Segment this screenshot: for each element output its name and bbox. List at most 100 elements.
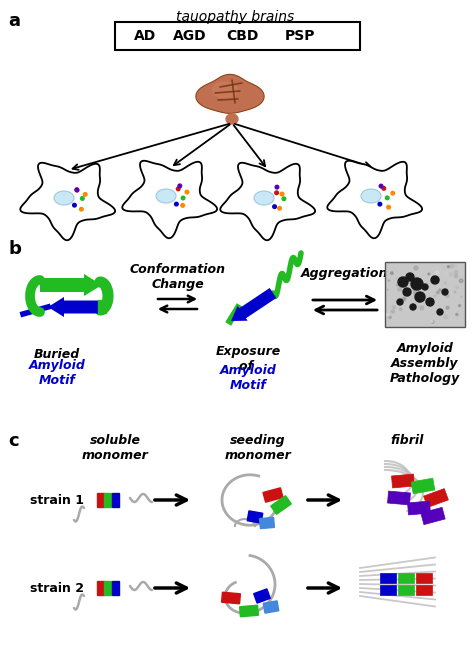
Bar: [112, 581, 119, 595]
Bar: [263, 601, 279, 613]
Circle shape: [275, 185, 279, 189]
Circle shape: [417, 298, 421, 302]
Circle shape: [426, 298, 434, 306]
Circle shape: [437, 291, 439, 294]
Circle shape: [75, 188, 79, 192]
Bar: [398, 573, 414, 583]
Circle shape: [391, 285, 393, 287]
Circle shape: [403, 288, 411, 296]
Circle shape: [378, 203, 382, 206]
Text: Amyloid
Motif: Amyloid Motif: [28, 359, 85, 387]
Text: a: a: [8, 12, 20, 30]
Polygon shape: [327, 160, 422, 238]
Text: Exposure
of: Exposure of: [215, 345, 281, 373]
Circle shape: [453, 303, 456, 307]
Text: CBD: CBD: [226, 29, 258, 43]
Circle shape: [431, 276, 439, 284]
Text: strain 2: strain 2: [30, 582, 84, 595]
Circle shape: [80, 208, 83, 211]
Circle shape: [422, 284, 428, 290]
Circle shape: [449, 272, 453, 276]
Bar: [411, 478, 435, 494]
Bar: [424, 488, 448, 507]
Polygon shape: [20, 163, 115, 240]
Circle shape: [431, 320, 433, 322]
Ellipse shape: [212, 82, 237, 98]
Circle shape: [456, 313, 458, 316]
Circle shape: [278, 206, 281, 210]
Bar: [97, 493, 104, 507]
Circle shape: [174, 203, 178, 206]
Circle shape: [446, 294, 449, 298]
Bar: [263, 488, 283, 502]
Circle shape: [455, 270, 458, 274]
Bar: [115, 22, 360, 50]
Text: Buried: Buried: [34, 348, 80, 361]
Bar: [239, 605, 258, 617]
Circle shape: [392, 306, 396, 309]
Bar: [380, 585, 396, 595]
Text: tauopathy brains: tauopathy brains: [176, 10, 294, 24]
Text: Conformation
Change: Conformation Change: [130, 263, 226, 291]
Circle shape: [387, 205, 391, 209]
Ellipse shape: [156, 189, 176, 203]
Circle shape: [413, 288, 416, 291]
Circle shape: [396, 284, 398, 286]
Circle shape: [410, 304, 416, 310]
Bar: [388, 491, 410, 505]
Ellipse shape: [226, 114, 238, 124]
Circle shape: [185, 190, 189, 194]
Circle shape: [176, 187, 180, 191]
Circle shape: [181, 196, 185, 200]
Circle shape: [411, 278, 423, 290]
Circle shape: [413, 291, 417, 295]
Circle shape: [456, 286, 458, 289]
Text: Amyloid
Assembly
Pathology: Amyloid Assembly Pathology: [390, 342, 460, 385]
Text: strain 1: strain 1: [30, 494, 84, 507]
Circle shape: [406, 293, 409, 296]
Circle shape: [401, 285, 402, 287]
Circle shape: [282, 197, 286, 201]
FancyArrow shape: [40, 274, 102, 296]
Polygon shape: [220, 163, 315, 240]
Circle shape: [280, 192, 284, 196]
Circle shape: [451, 292, 452, 294]
Text: AGD: AGD: [173, 29, 207, 43]
Circle shape: [402, 298, 406, 301]
Circle shape: [385, 196, 389, 200]
Circle shape: [439, 289, 441, 291]
Circle shape: [410, 278, 411, 280]
Bar: [254, 589, 270, 603]
Bar: [392, 474, 414, 488]
Circle shape: [455, 274, 458, 278]
Text: soluble
monomer: soluble monomer: [82, 434, 148, 462]
Bar: [380, 573, 396, 583]
Circle shape: [275, 191, 278, 195]
Circle shape: [428, 273, 430, 275]
Circle shape: [400, 308, 402, 311]
Circle shape: [83, 193, 87, 196]
Circle shape: [415, 292, 425, 302]
Polygon shape: [196, 74, 264, 113]
Bar: [247, 511, 263, 523]
Circle shape: [387, 314, 389, 316]
Circle shape: [379, 184, 383, 188]
Circle shape: [450, 265, 454, 268]
Circle shape: [431, 307, 434, 310]
Circle shape: [448, 302, 450, 303]
Ellipse shape: [361, 189, 381, 203]
Bar: [398, 585, 414, 595]
Circle shape: [414, 266, 418, 270]
Circle shape: [455, 292, 456, 293]
Circle shape: [388, 280, 390, 281]
Circle shape: [437, 309, 443, 315]
Circle shape: [406, 273, 414, 281]
Circle shape: [431, 280, 435, 283]
Circle shape: [403, 291, 406, 293]
FancyArrow shape: [231, 288, 276, 321]
Text: b: b: [8, 240, 21, 258]
Bar: [222, 592, 240, 604]
Bar: [385, 262, 465, 327]
FancyArrow shape: [48, 297, 98, 317]
Circle shape: [387, 289, 388, 291]
